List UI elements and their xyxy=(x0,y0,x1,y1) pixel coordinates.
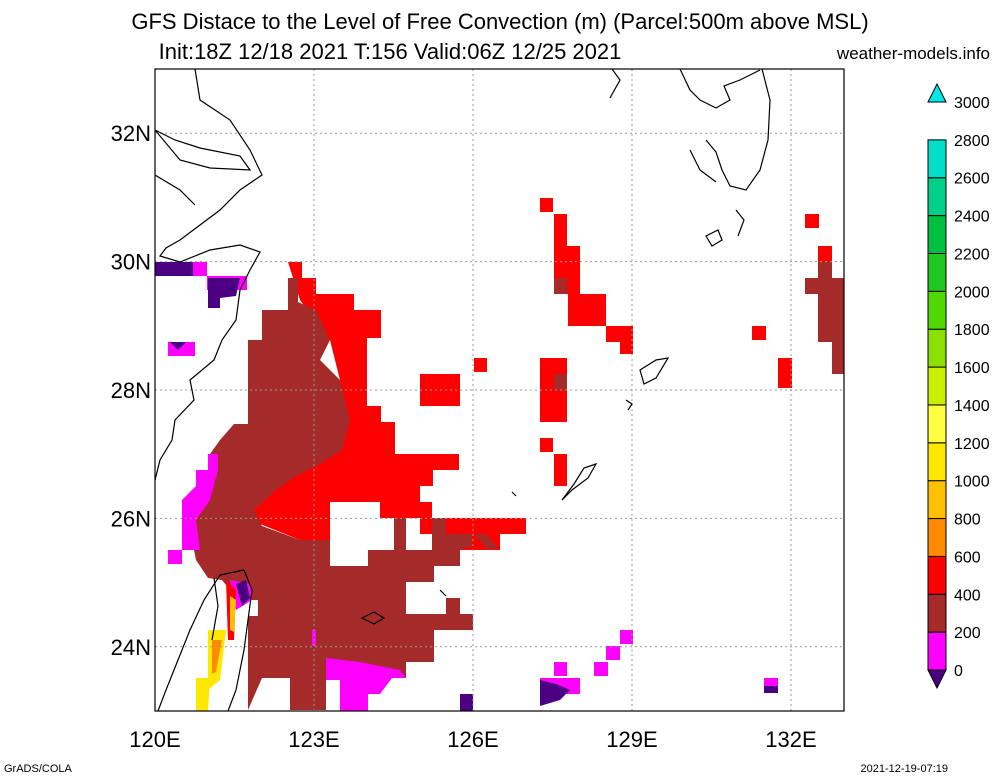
colorbar-swatch xyxy=(927,631,947,671)
colorbar-min-arrow xyxy=(927,669,947,690)
lat-tick-label: 28N xyxy=(111,378,151,403)
colorbar-label: 1800 xyxy=(954,322,990,339)
lat-tick-label: 32N xyxy=(111,121,151,146)
colorbar-label: 2200 xyxy=(954,246,990,263)
lon-tick-label: 132E xyxy=(765,727,816,752)
colorbar-label: 2600 xyxy=(954,171,990,188)
footer-timestamp: 2021-12-19-07:19 xyxy=(860,763,948,775)
colorbar-labels: 0 200 400 600 800 1000 1200 1400 1600 1800 2000 220… xyxy=(954,95,990,680)
colorbar-label: 2400 xyxy=(954,209,990,226)
lon-tick-label: 120E xyxy=(129,727,180,752)
colorbar-swatch xyxy=(927,593,947,633)
colorbar-swatch xyxy=(927,139,947,179)
field-0-200 xyxy=(155,262,778,711)
colorbar-label: 1000 xyxy=(954,474,990,491)
lon-axis: 120E 123E 126E 129E 132E xyxy=(129,727,816,752)
colorbar-swatch xyxy=(927,442,947,482)
colorbar-swatch xyxy=(927,366,947,406)
site-credit: weather-models.info xyxy=(836,44,990,63)
colorbar-label: 1600 xyxy=(954,360,990,377)
map-grid xyxy=(155,69,844,711)
colorbar-label: 0 xyxy=(954,663,963,680)
colorbar-label: 800 xyxy=(954,512,981,529)
colorbar xyxy=(927,82,947,690)
lat-tick-label: 30N xyxy=(111,250,151,275)
colorbar-label: 2000 xyxy=(954,284,990,301)
colorbar-swatch xyxy=(927,215,947,254)
colorbar-label: 1200 xyxy=(954,436,990,453)
lon-tick-label: 129E xyxy=(606,727,657,752)
lon-tick-label: 126E xyxy=(447,727,498,752)
colorbar-label: 200 xyxy=(954,625,981,642)
lat-tick-label: 26N xyxy=(111,506,151,531)
colorbar-swatch xyxy=(927,177,947,217)
plot-frame xyxy=(154,68,845,712)
colorbar-swatch xyxy=(927,518,947,557)
colorbar-label: 2800 xyxy=(954,133,990,150)
map-subtitle: Init:18Z 12/18 2021 T:156 Valid:06Z 12/2… xyxy=(158,39,622,64)
lon-tick-label: 123E xyxy=(288,727,339,752)
lat-tick-label: 24N xyxy=(111,635,151,660)
colorbar-max-arrow xyxy=(927,82,947,103)
colorbar-swatch xyxy=(927,555,947,595)
colorbar-label: 3000 xyxy=(954,95,990,112)
convection-field xyxy=(155,198,844,711)
footer-credit: GrADS/COLA xyxy=(4,763,72,775)
colorbar-swatch xyxy=(927,290,947,330)
field-400-600 xyxy=(190,262,844,710)
coastlines xyxy=(155,69,771,711)
colorbar-swatch xyxy=(927,328,947,368)
field-high-values xyxy=(196,580,236,711)
map-title: GFS Distace to the Level of Free Convect… xyxy=(131,9,869,34)
lat-axis: 24N 26N 28N 30N 32N xyxy=(111,121,151,660)
colorbar-swatch xyxy=(927,252,947,292)
colorbar-swatch xyxy=(927,404,947,444)
field-600-800 xyxy=(250,198,844,550)
colorbar-label: 400 xyxy=(954,587,981,604)
colorbar-label: 600 xyxy=(954,549,981,566)
colorbar-swatch xyxy=(927,480,947,520)
colorbar-label: 1400 xyxy=(954,398,990,415)
